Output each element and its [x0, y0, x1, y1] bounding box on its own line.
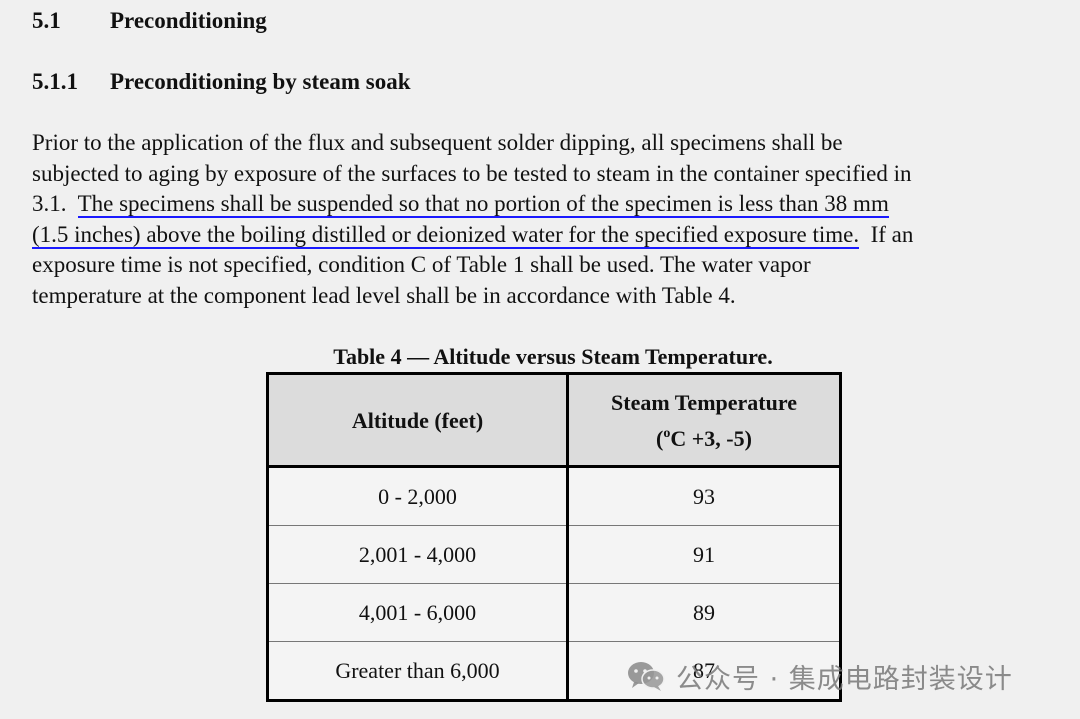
table-row: 2,001 - 4,000 91 — [267, 525, 841, 584]
subsection-heading: 5.1.1 Preconditioning by steam soak — [32, 68, 411, 96]
temperature-cell: 89 — [567, 583, 841, 642]
temperature-cell: 91 — [567, 525, 841, 584]
degree-sup: o — [663, 425, 671, 441]
subsection-number: 5.1.1 — [32, 69, 78, 94]
paragraph-line: exposure time is not specified, conditio… — [32, 252, 811, 278]
altitude-cell: 2,001 - 4,000 — [267, 525, 569, 584]
table-row: 4,001 - 6,000 89 — [267, 583, 841, 642]
paren-open: ( — [656, 425, 664, 451]
underlined-text: The specimens shall be suspended so that… — [77, 191, 889, 219]
paragraph-line: 3.1. The specimens shall be suspended so… — [32, 189, 1062, 220]
subsection-title: Preconditioning by steam soak — [110, 69, 411, 94]
paragraph-line: (1.5 inches) above the boiling distilled… — [32, 220, 1062, 251]
paragraph-text: 3.1. — [32, 191, 78, 217]
header-steam-temperature: Steam Temperature (oC +3, -5) — [567, 373, 841, 468]
paragraph-line: temperature at the component lead level … — [32, 282, 736, 308]
watermark-text: 公众号 · 集成电路封装设计 — [676, 663, 1013, 695]
paragraph-text: If an — [859, 221, 914, 247]
unit-tolerance: C +3, -5) — [670, 425, 752, 451]
table-caption: Table 4 — Altitude versus Steam Temperat… — [333, 344, 773, 369]
temperature-cell: 87 — [567, 641, 841, 701]
altitude-cell: 4,001 - 6,000 — [267, 583, 569, 642]
section-heading: 5.1 Preconditioning — [32, 7, 267, 35]
paragraph-line: subjected to aging by exposure of the su… — [32, 160, 912, 186]
altitude-cell: Greater than 6,000 — [267, 641, 569, 701]
table-header-row: Altitude (feet) Steam Temperature (oC +3… — [267, 373, 841, 468]
header-steam-line1: Steam Temperature — [611, 389, 797, 415]
paragraph-line: Prior to the application of the flux and… — [32, 130, 843, 155]
watermark: 公众号 · 集成电路封装设计 — [626, 656, 1013, 696]
table-row: Greater than 6,000 87 — [267, 641, 841, 701]
section-title: Preconditioning — [110, 8, 267, 33]
altitude-temperature-table: Altitude (feet) Steam Temperature (oC +3… — [266, 372, 842, 702]
header-steam-line2: (oC +3, -5) — [570, 418, 838, 454]
section-number: 5.1 — [32, 8, 61, 33]
wechat-icon — [626, 660, 666, 692]
temperature-cell: 93 — [693, 483, 715, 509]
underlined-text: (1.5 inches) above the boiling distilled… — [32, 221, 860, 249]
header-altitude: Altitude (feet) — [267, 373, 569, 468]
table-row: 0 - 2,000 93 — [267, 466, 841, 526]
body-paragraph: Prior to the application of the flux and… — [32, 128, 1062, 312]
altitude-cell: 0 - 2,000 — [267, 466, 569, 526]
